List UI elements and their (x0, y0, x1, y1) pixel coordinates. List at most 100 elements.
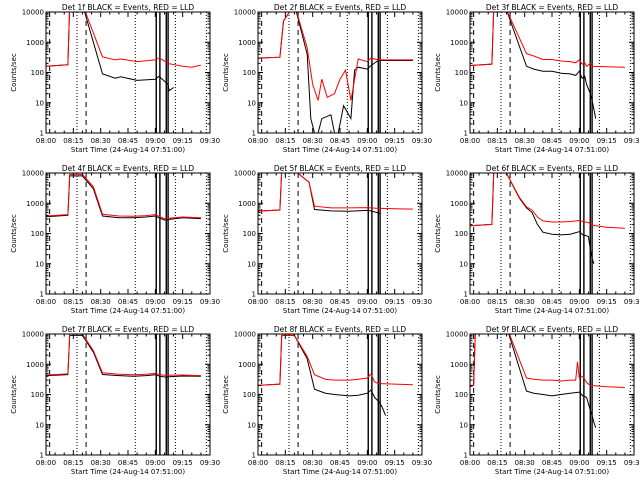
series-lld (470, 12, 625, 68)
y-tick-label: 100 (243, 69, 256, 77)
y-tick-label: 100 (31, 69, 44, 77)
x-axis-label: Start Time (24-Aug-14 07:51:00) (283, 146, 397, 154)
y-axis-label: Counts/sec (222, 53, 230, 92)
y-tick-label: 10000 (446, 170, 468, 178)
y-tick-label: 1 (464, 291, 468, 299)
panel-title: Det 7f BLACK = Events, RED = LLD (62, 325, 195, 334)
x-tick-label: 09:15 (385, 459, 405, 467)
x-tick-label: 09:15 (597, 298, 617, 306)
x-tick-label: 08:30 (91, 137, 111, 145)
series-events (470, 334, 597, 428)
x-tick-label: 08:00 (36, 298, 56, 306)
x-tick-label: 08:45 (330, 137, 350, 145)
x-tick-label: 09:30 (200, 459, 220, 467)
x-tick-label: 08:15 (275, 137, 295, 145)
y-tick-label: 100 (455, 69, 468, 77)
x-tick-label: 08:00 (248, 298, 268, 306)
y-tick-label: 10 (35, 260, 44, 268)
series-lld (470, 334, 625, 388)
y-tick-label: 1000 (26, 200, 44, 208)
y-tick-label: 10000 (234, 9, 256, 17)
x-tick-label: 08:30 (303, 298, 323, 306)
y-tick-label: 10 (35, 99, 44, 107)
x-tick-label: 09:30 (624, 137, 640, 145)
x-tick-label: 09:00 (357, 298, 377, 306)
y-tick-label: 100 (455, 230, 468, 238)
y-tick-label: 10 (459, 260, 468, 268)
x-tick-label: 09:30 (624, 459, 640, 467)
y-tick-label: 10000 (22, 9, 44, 17)
series-events (258, 12, 413, 133)
y-tick-label: 10000 (446, 331, 468, 339)
y-tick-label: 100 (455, 391, 468, 399)
y-tick-label: 1 (464, 452, 468, 460)
series-lld (258, 173, 413, 212)
x-tick-label: 09:00 (569, 137, 589, 145)
x-tick-label: 09:15 (173, 459, 193, 467)
x-tick-label: 09:00 (357, 459, 377, 467)
x-tick-label: 09:30 (412, 298, 432, 306)
panel-8 (257, 333, 423, 456)
panel-title: Det 2f BLACK = Events, RED = LLD (274, 3, 407, 12)
y-tick-label: 1 (252, 291, 256, 299)
y-axis-label: Counts/sec (222, 375, 230, 414)
x-tick-label: 09:00 (569, 298, 589, 306)
x-tick-label: 08:45 (542, 137, 562, 145)
y-tick-label: 100 (31, 230, 44, 238)
x-tick-label: 08:15 (63, 459, 83, 467)
panel-3 (469, 11, 635, 134)
x-tick-label: 08:00 (36, 459, 56, 467)
x-tick-label: 08:45 (118, 459, 138, 467)
x-tick-label: 08:15 (275, 298, 295, 306)
x-tick-label: 08:15 (275, 459, 295, 467)
x-axis-label: Start Time (24-Aug-14 07:51:00) (495, 468, 609, 476)
axes-frame (469, 333, 635, 456)
series-lld (46, 12, 202, 68)
y-axis-label: Counts/sec (10, 53, 18, 92)
y-axis-label: Counts/sec (434, 214, 442, 253)
y-tick-label: 100 (243, 230, 256, 238)
x-axis-label: Start Time (24-Aug-14 07:51:00) (495, 146, 609, 154)
panel-title: Det 5f BLACK = Events, RED = LLD (274, 164, 407, 173)
y-tick-label: 10000 (234, 331, 256, 339)
y-tick-label: 10 (35, 421, 44, 429)
x-tick-label: 08:30 (515, 137, 535, 145)
x-tick-label: 08:00 (460, 137, 480, 145)
panel-1 (45, 11, 211, 134)
panel-title: Det 4f BLACK = Events, RED = LLD (62, 164, 195, 173)
axes-frame (257, 172, 423, 295)
panel-5 (257, 172, 423, 295)
x-axis-label: Start Time (24-Aug-14 07:51:00) (71, 307, 185, 315)
y-tick-label: 1000 (26, 361, 44, 369)
y-tick-label: 10 (247, 260, 256, 268)
y-tick-label: 100 (31, 391, 44, 399)
y-axis-label: Counts/sec (434, 53, 442, 92)
x-tick-label: 08:30 (515, 298, 535, 306)
x-tick-label: 08:30 (91, 298, 111, 306)
x-tick-label: 08:00 (460, 298, 480, 306)
y-tick-label: 10000 (22, 170, 44, 178)
x-tick-label: 08:45 (118, 137, 138, 145)
x-tick-label: 09:15 (385, 137, 405, 145)
x-tick-label: 09:30 (200, 137, 220, 145)
y-tick-label: 10000 (22, 331, 44, 339)
y-tick-label: 10000 (234, 170, 256, 178)
x-tick-label: 08:15 (487, 298, 507, 306)
y-tick-label: 10 (247, 421, 256, 429)
series-events (46, 12, 174, 92)
y-tick-label: 1000 (450, 200, 468, 208)
x-axis-label: Start Time (24-Aug-14 07:51:00) (71, 146, 185, 154)
panel-title: Det 9f BLACK = Events, RED = LLD (486, 325, 619, 334)
x-tick-label: 08:15 (63, 137, 83, 145)
y-axis-label: Counts/sec (10, 375, 18, 414)
x-tick-label: 08:30 (515, 459, 535, 467)
y-tick-label: 10000 (446, 9, 468, 17)
x-tick-label: 09:30 (412, 459, 432, 467)
series-lld (470, 173, 625, 229)
y-tick-label: 1000 (238, 200, 256, 208)
y-tick-label: 1 (40, 291, 44, 299)
series-lld (258, 12, 413, 101)
y-tick-label: 1000 (450, 361, 468, 369)
